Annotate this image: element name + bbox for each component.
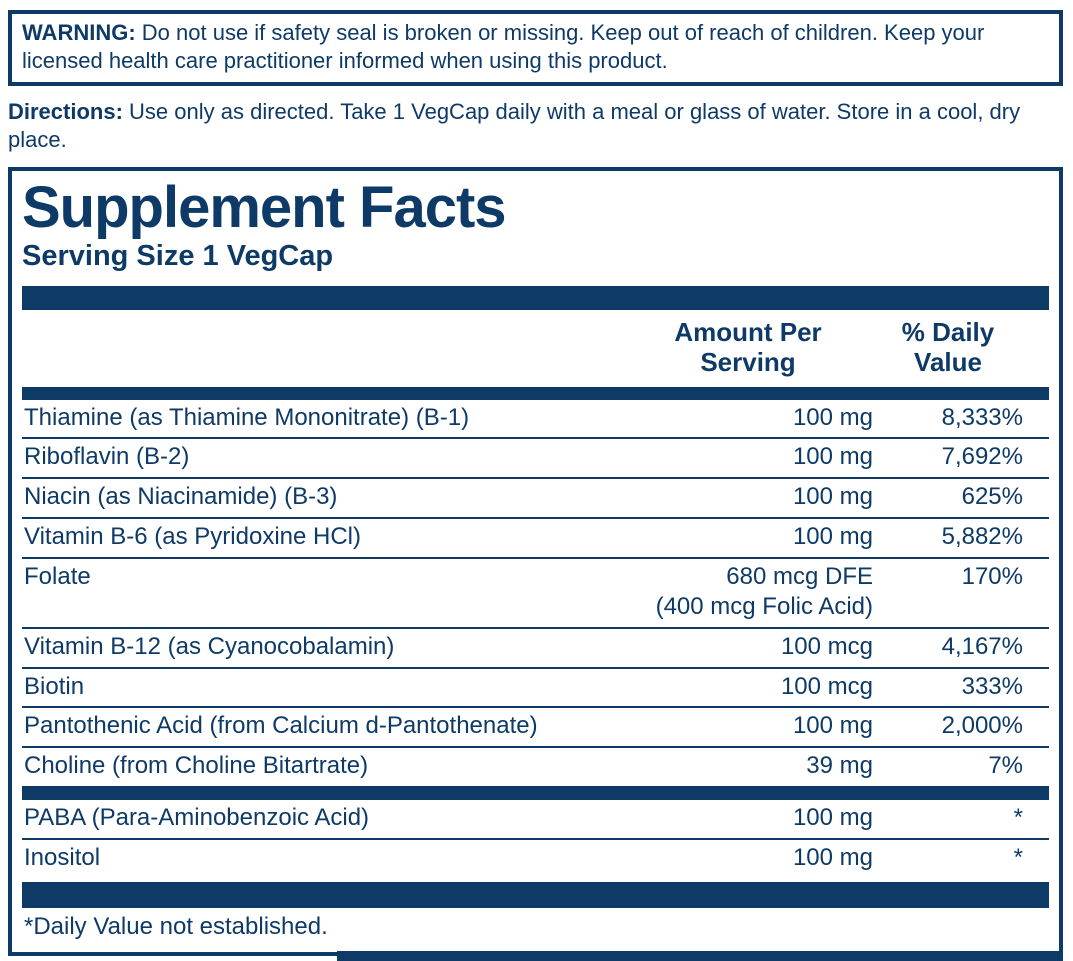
nutrient-row: Biotin 100 mcg 333%: [22, 666, 1049, 707]
warning-label: WARNING:: [22, 20, 136, 45]
nutrient-amount: 100 mg: [792, 403, 873, 431]
nutrient-name: PABA (Para-Aminobenzoic Acid): [24, 803, 370, 831]
nutrient-daily-value: 4,167%: [941, 632, 1023, 660]
divider-bar-header: [22, 386, 1049, 400]
nutrient-row: Folate 680 mcg DFE (400 mcg Folic Acid) 1…: [22, 556, 1049, 627]
nutrient-amount: 39 mg: [806, 752, 873, 780]
nutrient-amount: 100 mcg: [780, 632, 873, 660]
nutrient-name: Biotin: [24, 672, 85, 700]
warning-text: Do not use if safety seal is broken or m…: [22, 20, 985, 73]
nutrient-amount: 100 mcg: [780, 672, 873, 700]
nutrient-daily-value: 7,692%: [941, 443, 1023, 471]
supplement-facts-panel: Supplement Facts Serving Size 1 VegCap A…: [8, 167, 1063, 957]
nutrient-amount: 680 mcg DFE (400 mcg Folic Acid): [613, 562, 873, 623]
nutrient-row: Niacin (as Niacinamide) (B-3) 100 mg 625…: [22, 477, 1049, 517]
nutrient-amount-line2: (400 mcg Folic Acid): [655, 593, 873, 621]
nutrient-daily-value: *: [1013, 843, 1023, 871]
nutrient-daily-value: 2,000%: [941, 712, 1023, 740]
amount-header-line2: Serving: [700, 346, 796, 377]
nutrient-row: Thiamine (as Thiamine Mononitrate) (B-1)…: [22, 400, 1049, 438]
nutrient-amount: 100 mg: [792, 443, 873, 471]
warning-box: WARNING: Do not use if safety seal is br…: [8, 10, 1063, 86]
nutrient-daily-value: 170%: [961, 562, 1023, 590]
nutrient-name: Vitamin B-6 (as Pyridoxine HCl): [24, 522, 361, 550]
nutrient-amount: 100 mg: [792, 843, 873, 871]
divider-bar-top: [22, 285, 1049, 310]
directions-text: Use only as directed. Take 1 VegCap dail…: [8, 99, 1021, 152]
daily-value-footnote: *Daily Value not established.: [24, 913, 328, 941]
nutrient-daily-value: 333%: [961, 672, 1023, 700]
facts-rows: Thiamine (as Thiamine Mononitrate) (B-1)…: [22, 400, 1049, 878]
nutrient-daily-value: 5,882%: [941, 522, 1023, 550]
nutrient-row: PABA (Para-Aminobenzoic Acid) 100 mg *: [22, 800, 1049, 838]
dv-header-line2: Value: [914, 346, 982, 377]
nutrient-amount: 100 mg: [792, 712, 873, 740]
serving-size: Serving Size 1 VegCap: [22, 240, 334, 272]
nutrient-name: Niacin (as Niacinamide) (B-3): [24, 483, 338, 511]
nutrient-row: Vitamin B-6 (as Pyridoxine HCl) 100 mg 5…: [22, 516, 1049, 557]
nutrient-name: Pantothenic Acid (from Calcium d-Pantoth…: [24, 712, 538, 740]
amount-header-line1: Amount Per: [674, 316, 822, 347]
daily-value-header: % Daily Value: [873, 316, 1023, 378]
nutrient-name: Inositol: [24, 843, 101, 871]
nutrient-name: Folate: [24, 562, 91, 590]
divider-bar-middle: [22, 785, 1049, 800]
nutrient-daily-value: 8,333%: [941, 403, 1023, 431]
nutrient-name: Thiamine (as Thiamine Mononitrate) (B-1): [24, 403, 470, 431]
nutrient-row: Riboflavin (B-2) 100 mg 7,692%: [22, 437, 1049, 477]
nutrient-row: Inositol 100 mg *: [22, 837, 1049, 878]
nutrient-name: Vitamin B-12 (as Cyanocobalamin): [24, 632, 395, 660]
nutrient-name: Choline (from Choline Bitartrate): [24, 752, 369, 780]
nutrient-row: Pantothenic Acid (from Calcium d-Pantoth…: [22, 706, 1049, 746]
nutrient-amount: 100 mg: [792, 483, 873, 511]
nutrient-amount: 100 mg: [792, 522, 873, 550]
nutrient-amount: 100 mg: [792, 803, 873, 831]
directions-label: Directions:: [8, 99, 123, 124]
warning-text-block: WARNING: Do not use if safety seal is br…: [22, 19, 1049, 74]
nutrient-daily-value: 7%: [988, 752, 1023, 780]
amount-per-serving-header: Amount Per Serving: [623, 316, 873, 378]
nutrient-daily-value: *: [1013, 803, 1023, 831]
nutrient-row: Vitamin B-12 (as Cyanocobalamin) 100 mcg…: [22, 626, 1049, 667]
bottom-partial-bar: [337, 951, 1063, 961]
nutrient-daily-value: 625%: [961, 483, 1023, 511]
nutrient-name: Riboflavin (B-2): [24, 443, 190, 471]
facts-column-headers: Amount Per Serving % Daily Value: [22, 310, 1049, 387]
directions-block: Directions: Use only as directed. Take 1…: [8, 98, 1063, 153]
divider-bar-bottom: [22, 882, 1049, 909]
nutrient-row: Choline (from Choline Bitartrate) 39 mg …: [22, 746, 1049, 786]
dv-header-line1: % Daily: [901, 316, 995, 347]
facts-title: Supplement Facts: [22, 175, 507, 240]
